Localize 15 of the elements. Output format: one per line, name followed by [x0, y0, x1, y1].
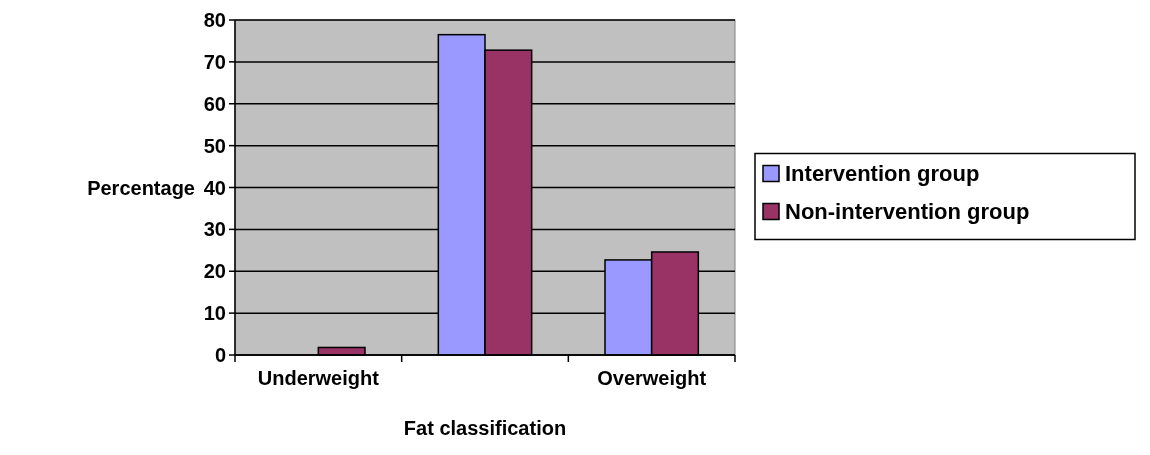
y-tick-label: 40 [203, 176, 226, 199]
x-tick-label: Underweight [257, 367, 380, 389]
y-tick-label: 60 [203, 92, 226, 115]
y-tick-label: 30 [203, 218, 226, 241]
legend-label: Non-intervention group [785, 199, 1030, 225]
legend-label: Intervention group [785, 161, 980, 187]
y-axis-title: Percentage [87, 176, 195, 199]
y-tick-label: 80 [203, 9, 226, 31]
y-tick-label: 70 [203, 50, 226, 73]
x-axis-title: Fat classification [403, 417, 567, 439]
x-tick-label: Overweight [597, 367, 707, 389]
y-tick-label: 50 [203, 134, 226, 157]
y-tick-label: 10 [203, 302, 226, 325]
y-tick-label: 0 [214, 344, 226, 366]
y-tick-label: 20 [203, 260, 226, 283]
